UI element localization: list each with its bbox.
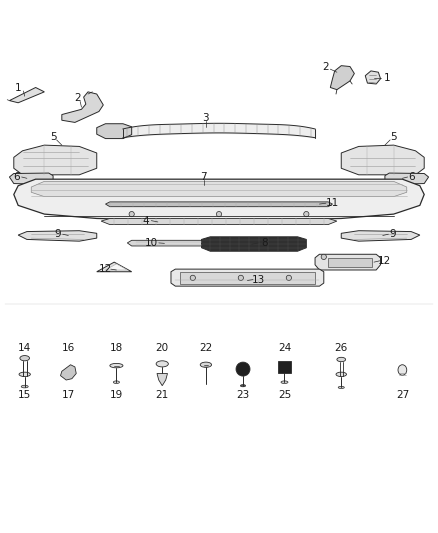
Circle shape — [321, 254, 326, 260]
Ellipse shape — [156, 361, 168, 367]
Text: 9: 9 — [54, 229, 61, 239]
Circle shape — [190, 275, 195, 280]
Polygon shape — [18, 231, 97, 241]
Ellipse shape — [19, 372, 30, 376]
Text: 17: 17 — [62, 390, 75, 400]
Text: 1: 1 — [383, 73, 390, 83]
Polygon shape — [157, 374, 167, 386]
Text: 19: 19 — [110, 390, 123, 400]
Polygon shape — [14, 179, 424, 220]
Text: 10: 10 — [145, 238, 158, 248]
Text: 3: 3 — [203, 113, 209, 123]
Ellipse shape — [21, 385, 28, 388]
Text: 8: 8 — [261, 238, 268, 248]
Polygon shape — [10, 87, 44, 103]
Circle shape — [304, 212, 309, 217]
Text: 2: 2 — [322, 62, 328, 72]
Bar — [279, 361, 290, 373]
Text: 14: 14 — [18, 343, 32, 353]
Polygon shape — [171, 269, 324, 286]
Polygon shape — [341, 145, 424, 175]
Text: 13: 13 — [252, 274, 265, 285]
Text: 25: 25 — [278, 390, 291, 400]
Ellipse shape — [398, 365, 407, 375]
Ellipse shape — [336, 372, 346, 376]
Text: 21: 21 — [155, 390, 169, 400]
Text: 22: 22 — [199, 343, 212, 353]
Text: 20: 20 — [155, 343, 169, 353]
Text: 5: 5 — [390, 132, 397, 142]
Text: 5: 5 — [50, 132, 57, 142]
Text: 6: 6 — [408, 172, 414, 182]
Ellipse shape — [200, 362, 212, 367]
Polygon shape — [31, 181, 407, 197]
Text: 16: 16 — [62, 343, 75, 353]
Polygon shape — [62, 92, 103, 123]
Polygon shape — [60, 365, 76, 380]
Polygon shape — [365, 71, 381, 84]
Ellipse shape — [281, 381, 288, 384]
Text: 6: 6 — [13, 172, 20, 182]
Ellipse shape — [113, 381, 120, 384]
Text: 11: 11 — [326, 198, 339, 208]
Text: 12: 12 — [378, 256, 392, 266]
Polygon shape — [201, 237, 306, 251]
Ellipse shape — [20, 356, 29, 361]
Text: 24: 24 — [278, 343, 291, 353]
Text: 7: 7 — [201, 172, 207, 182]
Ellipse shape — [338, 386, 344, 389]
Text: 1: 1 — [15, 83, 21, 93]
Ellipse shape — [337, 357, 346, 362]
Bar — [328, 258, 372, 268]
Polygon shape — [106, 202, 332, 207]
Polygon shape — [10, 173, 53, 184]
Text: 9: 9 — [389, 229, 396, 239]
Circle shape — [238, 275, 244, 280]
Polygon shape — [385, 173, 428, 184]
Polygon shape — [101, 219, 337, 224]
Bar — [180, 272, 315, 284]
Text: 23: 23 — [237, 390, 250, 400]
Polygon shape — [97, 262, 132, 272]
Circle shape — [236, 362, 250, 376]
Polygon shape — [106, 264, 127, 270]
Text: 15: 15 — [18, 390, 32, 400]
Polygon shape — [341, 231, 420, 241]
Text: 26: 26 — [335, 343, 348, 353]
Polygon shape — [14, 145, 97, 175]
Polygon shape — [330, 66, 354, 90]
Text: 12: 12 — [99, 264, 112, 274]
Ellipse shape — [240, 385, 246, 387]
Text: 27: 27 — [396, 390, 409, 400]
Ellipse shape — [110, 364, 123, 368]
Circle shape — [286, 275, 291, 280]
Circle shape — [216, 212, 222, 217]
Text: 2: 2 — [74, 93, 81, 103]
Text: 18: 18 — [110, 343, 123, 353]
Polygon shape — [315, 254, 381, 270]
Circle shape — [129, 212, 134, 217]
Text: 4: 4 — [142, 216, 149, 225]
Polygon shape — [127, 240, 210, 246]
Polygon shape — [97, 124, 132, 139]
